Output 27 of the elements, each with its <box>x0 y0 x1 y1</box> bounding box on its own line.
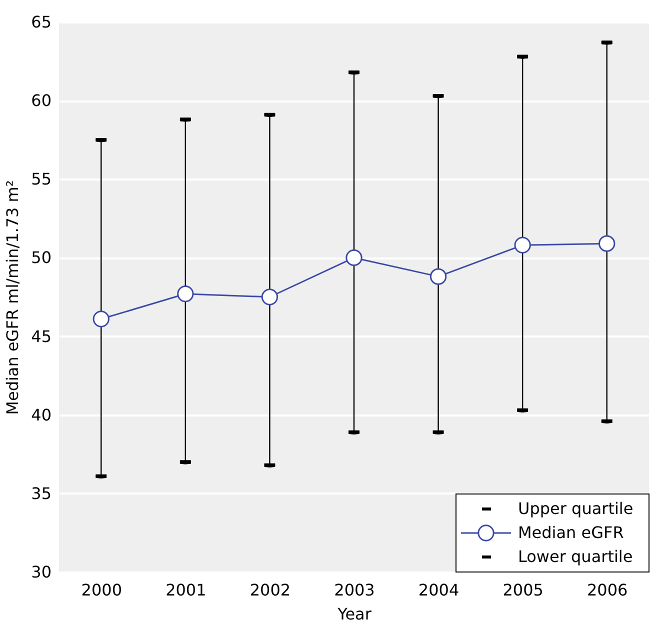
x-tick-label: 2005 <box>502 580 544 600</box>
y-tick-label: 50 <box>31 248 52 268</box>
x-tick-label: 2001 <box>166 580 206 600</box>
legend-label: Median eGFR <box>518 523 624 542</box>
legend-label: Upper quartile <box>518 499 634 518</box>
x-tick-label: 2004 <box>418 580 460 600</box>
x-axis-title: Year <box>336 604 372 623</box>
point <box>261 288 278 306</box>
point <box>177 286 194 302</box>
x-tick-label: 2006 <box>587 580 628 600</box>
y-tick-label: 45 <box>31 326 52 346</box>
y-tick-label: 40 <box>31 405 52 424</box>
y-axis-title: Median eGFR ml/min/1.73 m² <box>3 180 22 415</box>
y-tick-label: 55 <box>31 170 52 189</box>
y-tick-label: 65 <box>31 12 52 32</box>
point <box>346 249 362 266</box>
y-tick-label: 60 <box>31 91 52 110</box>
x-tick-label: 2003 <box>334 580 375 600</box>
y-tick-label: 35 <box>31 484 52 503</box>
point <box>598 235 616 252</box>
point <box>430 268 447 285</box>
y-tick-label: 30 <box>31 562 52 582</box>
x-tick-label: 2000 <box>81 580 122 600</box>
legend-label: Lower quartile <box>518 547 633 566</box>
x-tick-label: 2002 <box>250 580 291 600</box>
point <box>514 236 531 254</box>
point <box>92 310 110 328</box>
